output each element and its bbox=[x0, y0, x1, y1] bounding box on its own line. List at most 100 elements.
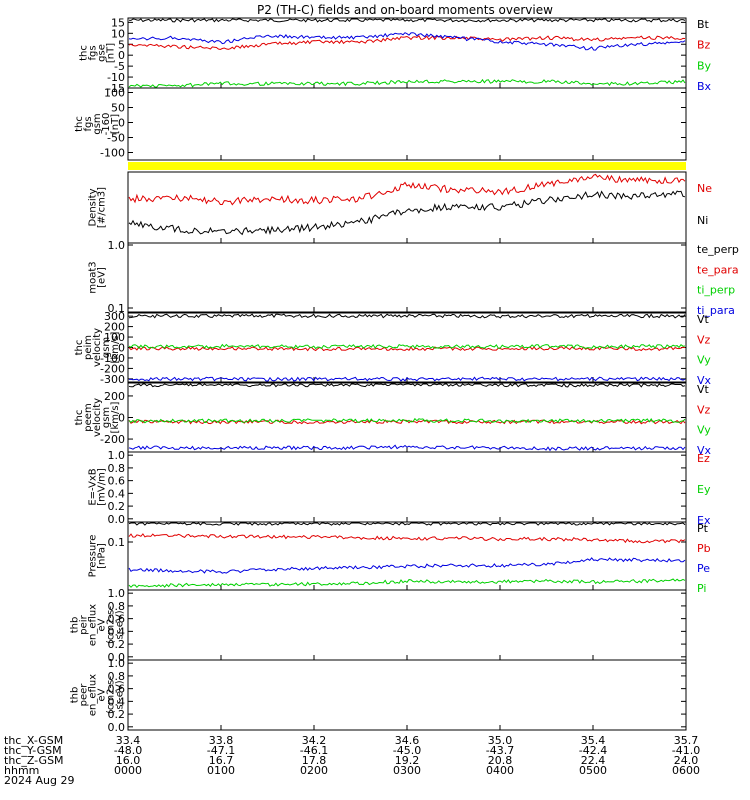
legend-Bz: Bz bbox=[697, 39, 711, 52]
series-Vx bbox=[128, 376, 686, 382]
y-tick-label: 0.2 bbox=[108, 708, 126, 721]
y-axis-label-line: [nT] bbox=[110, 114, 121, 134]
legend-Vz: Vz bbox=[697, 333, 711, 346]
series-Vy bbox=[128, 343, 686, 350]
y-tick-label: 0 bbox=[118, 49, 125, 62]
y-axis-label-line: eV bbox=[97, 618, 108, 631]
footer-value: 16.7 bbox=[209, 754, 234, 767]
legend-Vx: Vx bbox=[697, 444, 712, 457]
legend-Vt: Vt bbox=[697, 313, 710, 326]
y-axis-label-line: sr-eV) bbox=[115, 680, 126, 709]
y-axis-label-line: sr-eV) bbox=[115, 610, 126, 639]
y-axis-label-line: fgs bbox=[88, 45, 99, 60]
y-tick-label: -15 bbox=[107, 82, 125, 95]
footer-value: 33.4 bbox=[116, 734, 141, 747]
y-tick-label: 0.8 bbox=[108, 670, 126, 683]
series-Vy bbox=[128, 417, 686, 424]
footer-row-label: thc_Y-GSM bbox=[4, 744, 62, 757]
footer-value: 24.0 bbox=[674, 754, 699, 767]
footer-value: 0500 bbox=[579, 764, 607, 777]
y-tick-label: 0.6 bbox=[108, 683, 126, 696]
legend-Bt: Bt bbox=[697, 18, 710, 31]
footer-value: 35.4 bbox=[581, 734, 606, 747]
panel-9: 1.00.80.60.40.20.0 thbpeiren_efluxeV(cm2-… bbox=[70, 587, 687, 664]
legend-te_para: te_para bbox=[697, 263, 739, 276]
y-axis-label-line: [km/s] bbox=[110, 331, 121, 363]
y-tick-label: 0.6 bbox=[108, 475, 126, 488]
legend-Ne: Ne bbox=[697, 182, 712, 195]
y-tick-label: -200 bbox=[100, 362, 125, 375]
y-tick-label: 0.0 bbox=[108, 651, 126, 664]
y-tick-label: 300 bbox=[104, 310, 125, 323]
footer-value: -47.1 bbox=[207, 744, 235, 757]
series-Pt bbox=[128, 522, 686, 526]
y-tick-label: -200 bbox=[100, 433, 125, 446]
legend-Ez: Ez bbox=[697, 452, 710, 465]
y-axis-label-line: [mV/m] bbox=[97, 468, 108, 506]
y-tick-label: -50 bbox=[107, 132, 125, 145]
y-tick-label: 0 bbox=[118, 117, 125, 130]
y-tick-label: -100 bbox=[100, 352, 125, 365]
legend-Pt: Pt bbox=[697, 522, 709, 535]
plot-title: P2 (TH-C) fields and on-board moments ov… bbox=[257, 3, 553, 17]
footer-value: -45.0 bbox=[393, 744, 421, 757]
y-tick-label: 0.0 bbox=[108, 513, 126, 526]
series-Vt bbox=[128, 383, 686, 388]
footer-value: 19.2 bbox=[395, 754, 420, 767]
y-axis-label: moat3[eV] bbox=[88, 261, 108, 293]
y-tick-label: 0 bbox=[118, 342, 125, 355]
y-axis-label-line: [eV] bbox=[97, 267, 108, 288]
y-axis-label-line: (cm2-s- bbox=[106, 606, 117, 644]
series-Bt bbox=[128, 18, 686, 23]
y-tick-label: 5 bbox=[118, 38, 125, 51]
y-tick-label: 0.1 bbox=[108, 302, 126, 315]
y-axis-label-line: [km/s] bbox=[110, 401, 121, 433]
y-tick-label: 0.8 bbox=[108, 462, 126, 475]
y-tick-label: -5 bbox=[114, 60, 125, 73]
y-axis-label: E=-VxB[mV/m] bbox=[88, 468, 108, 506]
quality-flag-bar bbox=[128, 162, 686, 170]
legend-Pi: Pi bbox=[697, 582, 706, 595]
series-Ni bbox=[128, 190, 686, 236]
y-axis-label-line: (cm2-s- bbox=[106, 676, 117, 714]
y-tick-label: 0.8 bbox=[108, 600, 126, 613]
legend-Vt: Vt bbox=[697, 383, 710, 396]
y-axis-label-line: thc bbox=[74, 410, 85, 426]
y-tick-label: 200 bbox=[104, 321, 125, 334]
y-tick-label: 0.2 bbox=[108, 638, 126, 651]
footer-value: 0400 bbox=[486, 764, 514, 777]
footer-value: -41.0 bbox=[672, 744, 700, 757]
y-tick-label: 100 bbox=[104, 87, 125, 100]
y-axis-label-line: thb bbox=[70, 687, 81, 704]
y-axis-label-line: eV bbox=[97, 688, 108, 701]
footer-value: -48.0 bbox=[114, 744, 142, 757]
y-tick-label: 1.0 bbox=[108, 239, 126, 252]
legend-Ni: Ni bbox=[697, 214, 708, 227]
footer-value: 17.8 bbox=[302, 754, 327, 767]
legend-Vy: Vy bbox=[697, 424, 711, 437]
legend-Ex: Ex bbox=[697, 514, 711, 527]
series-Bz bbox=[128, 35, 686, 51]
y-tick-label: 0.4 bbox=[108, 695, 126, 708]
y-axis-label-line: thc bbox=[79, 45, 90, 61]
series-Vx bbox=[128, 444, 686, 452]
footer-value: 0600 bbox=[672, 764, 700, 777]
y-axis-label-line: gsm bbox=[92, 113, 103, 134]
legend-Vz: Vz bbox=[697, 403, 711, 416]
y-axis-label-line: -160 bbox=[101, 113, 112, 136]
series-By bbox=[128, 78, 686, 88]
footer-value: -43.7 bbox=[486, 744, 514, 757]
footer-row-label: hhmm bbox=[4, 764, 39, 777]
y-axis-label-line: [nPa] bbox=[97, 543, 108, 569]
y-axis-label-line: [nT] bbox=[106, 43, 117, 63]
footer-value: 22.4 bbox=[581, 754, 606, 767]
y-tick-label: 200 bbox=[104, 390, 125, 403]
legend-te_perp: te_perp bbox=[697, 243, 739, 256]
